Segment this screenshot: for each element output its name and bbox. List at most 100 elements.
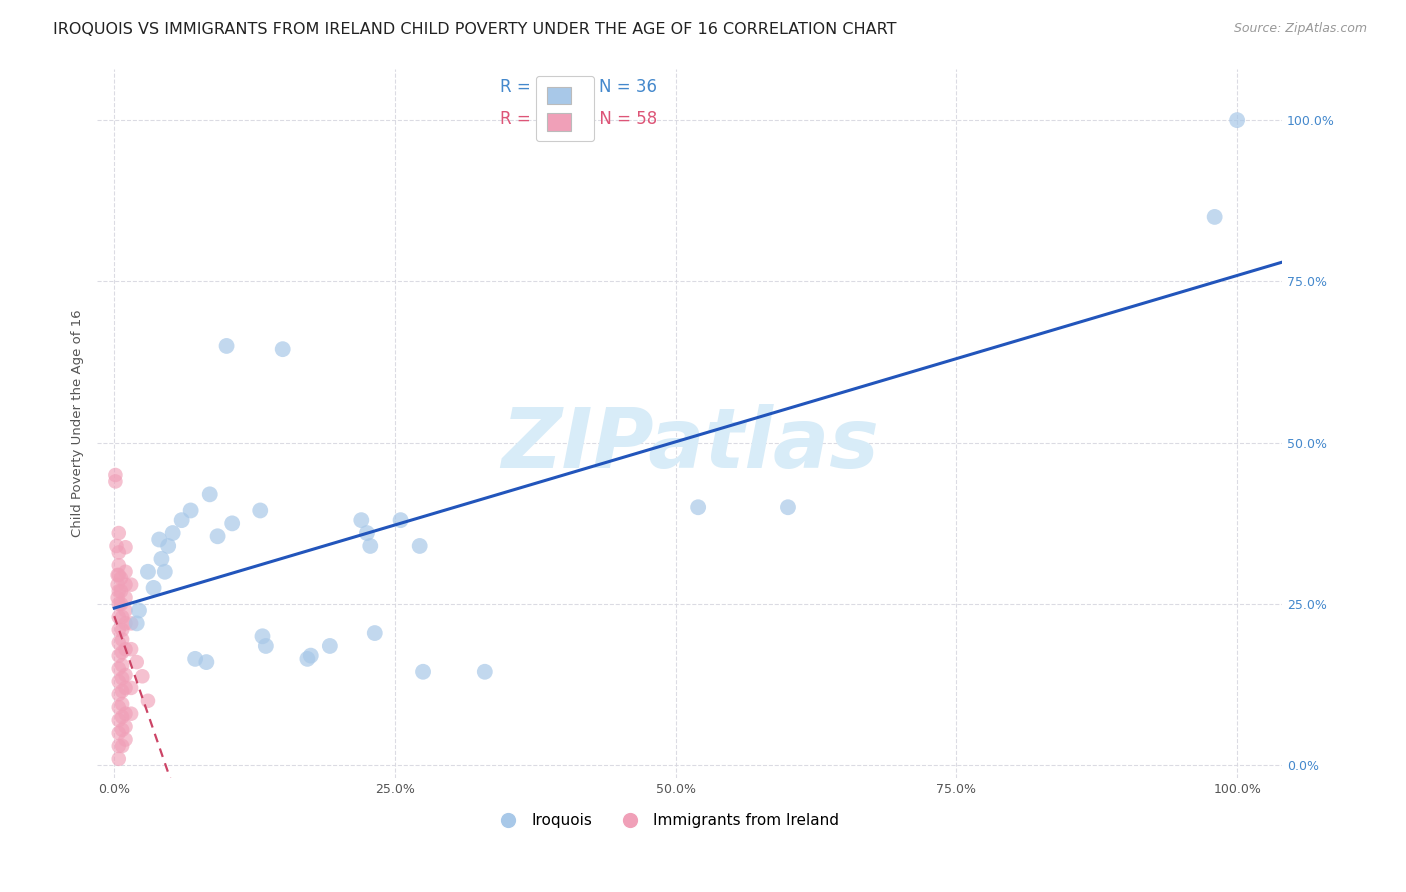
Point bbox=[114, 642, 136, 657]
Point bbox=[350, 513, 373, 527]
Point bbox=[180, 503, 202, 517]
Point bbox=[107, 610, 129, 624]
Point bbox=[107, 739, 129, 753]
Point bbox=[111, 684, 134, 698]
Point bbox=[162, 526, 184, 541]
Point bbox=[408, 539, 430, 553]
Point bbox=[125, 655, 148, 669]
Point bbox=[364, 626, 387, 640]
Legend: Iroquois, Immigrants from Ireland: Iroquois, Immigrants from Ireland bbox=[486, 807, 845, 834]
Point bbox=[111, 623, 134, 637]
Point bbox=[184, 652, 207, 666]
Point bbox=[120, 681, 142, 695]
Point bbox=[221, 516, 243, 531]
Point bbox=[114, 720, 136, 734]
Point bbox=[104, 475, 127, 489]
Point bbox=[114, 681, 136, 695]
Point bbox=[120, 706, 142, 721]
Point bbox=[105, 539, 128, 553]
Point bbox=[136, 565, 159, 579]
Point bbox=[254, 639, 277, 653]
Point bbox=[150, 552, 173, 566]
Point bbox=[107, 597, 129, 611]
Point bbox=[110, 584, 132, 599]
Point bbox=[107, 577, 129, 591]
Point bbox=[412, 665, 434, 679]
Point bbox=[111, 710, 134, 724]
Point bbox=[107, 558, 129, 573]
Point bbox=[120, 577, 142, 591]
Point bbox=[107, 752, 129, 766]
Point bbox=[297, 652, 319, 666]
Point bbox=[359, 539, 381, 553]
Point bbox=[107, 623, 129, 637]
Point bbox=[207, 529, 229, 543]
Point bbox=[114, 732, 136, 747]
Point bbox=[107, 568, 129, 582]
Point bbox=[474, 665, 496, 679]
Point bbox=[131, 669, 153, 683]
Point bbox=[107, 713, 129, 727]
Point bbox=[111, 645, 134, 659]
Point bbox=[107, 584, 129, 599]
Point bbox=[114, 591, 136, 605]
Point bbox=[195, 655, 218, 669]
Point bbox=[1226, 113, 1249, 128]
Point bbox=[356, 526, 378, 541]
Y-axis label: Child Poverty Under the Age of 16: Child Poverty Under the Age of 16 bbox=[72, 310, 84, 537]
Point bbox=[136, 694, 159, 708]
Point bbox=[148, 533, 170, 547]
Point bbox=[107, 526, 129, 541]
Point bbox=[107, 545, 129, 559]
Point bbox=[107, 687, 129, 701]
Point bbox=[153, 565, 176, 579]
Point bbox=[111, 739, 134, 753]
Point bbox=[111, 697, 134, 711]
Point bbox=[215, 339, 238, 353]
Point bbox=[114, 706, 136, 721]
Point bbox=[107, 568, 129, 582]
Point bbox=[107, 636, 129, 650]
Point bbox=[114, 565, 136, 579]
Point bbox=[170, 513, 193, 527]
Point bbox=[110, 571, 132, 585]
Point bbox=[107, 726, 129, 740]
Point bbox=[114, 603, 136, 617]
Text: R = 0.678   N = 36: R = 0.678 N = 36 bbox=[501, 78, 657, 96]
Text: ZIPatlas: ZIPatlas bbox=[501, 404, 879, 485]
Point bbox=[120, 616, 142, 631]
Point bbox=[107, 661, 129, 675]
Point bbox=[111, 632, 134, 647]
Point bbox=[107, 700, 129, 714]
Point bbox=[111, 723, 134, 737]
Point bbox=[114, 616, 136, 631]
Point bbox=[688, 500, 710, 515]
Point bbox=[104, 467, 127, 482]
Point bbox=[114, 577, 136, 591]
Point bbox=[111, 671, 134, 685]
Point bbox=[198, 487, 221, 501]
Point bbox=[114, 668, 136, 682]
Point bbox=[120, 642, 142, 657]
Point bbox=[111, 658, 134, 673]
Point bbox=[111, 610, 134, 624]
Point bbox=[107, 674, 129, 689]
Text: R = 0.321   N = 58: R = 0.321 N = 58 bbox=[501, 110, 658, 128]
Point bbox=[319, 639, 342, 653]
Point bbox=[125, 616, 148, 631]
Point bbox=[299, 648, 322, 663]
Point bbox=[114, 541, 136, 555]
Point bbox=[252, 629, 274, 643]
Point bbox=[110, 597, 132, 611]
Point bbox=[1204, 210, 1226, 224]
Point bbox=[128, 603, 150, 617]
Text: IROQUOIS VS IMMIGRANTS FROM IRELAND CHILD POVERTY UNDER THE AGE OF 16 CORRELATIO: IROQUOIS VS IMMIGRANTS FROM IRELAND CHIL… bbox=[53, 22, 897, 37]
Point bbox=[107, 591, 129, 605]
Point bbox=[271, 342, 294, 356]
Text: Source: ZipAtlas.com: Source: ZipAtlas.com bbox=[1233, 22, 1367, 36]
Point bbox=[142, 581, 165, 595]
Point bbox=[249, 503, 271, 517]
Point bbox=[776, 500, 799, 515]
Point bbox=[107, 648, 129, 663]
Point bbox=[389, 513, 412, 527]
